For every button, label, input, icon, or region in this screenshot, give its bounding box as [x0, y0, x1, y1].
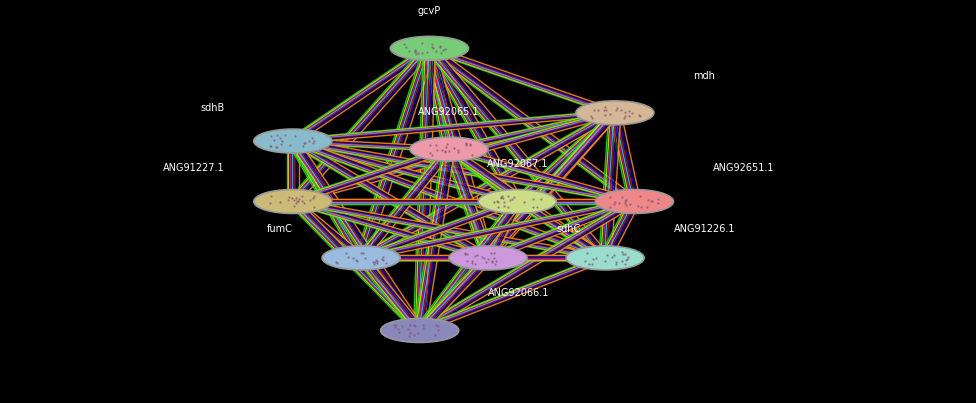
Text: gcvP: gcvP [418, 6, 441, 16]
Text: ANG91226.1: ANG91226.1 [673, 224, 735, 234]
Ellipse shape [254, 189, 332, 214]
Ellipse shape [322, 246, 400, 270]
Text: sdhB: sdhB [200, 103, 224, 113]
Ellipse shape [449, 246, 527, 270]
Ellipse shape [381, 318, 459, 343]
Text: sdhC: sdhC [556, 224, 581, 234]
Text: fumC: fumC [266, 224, 293, 234]
Text: ANG91227.1: ANG91227.1 [163, 163, 224, 173]
Ellipse shape [390, 36, 468, 60]
Ellipse shape [595, 189, 673, 214]
Text: ANG92066.1: ANG92066.1 [488, 288, 549, 298]
Ellipse shape [410, 137, 488, 161]
Ellipse shape [576, 101, 654, 125]
Text: mdh: mdh [693, 71, 714, 81]
Text: ANG92065.1: ANG92065.1 [418, 107, 480, 117]
Ellipse shape [254, 129, 332, 153]
Ellipse shape [478, 189, 556, 214]
Ellipse shape [566, 246, 644, 270]
Text: ANG92651.1: ANG92651.1 [712, 163, 774, 173]
Text: ANG92067.1: ANG92067.1 [486, 159, 549, 169]
